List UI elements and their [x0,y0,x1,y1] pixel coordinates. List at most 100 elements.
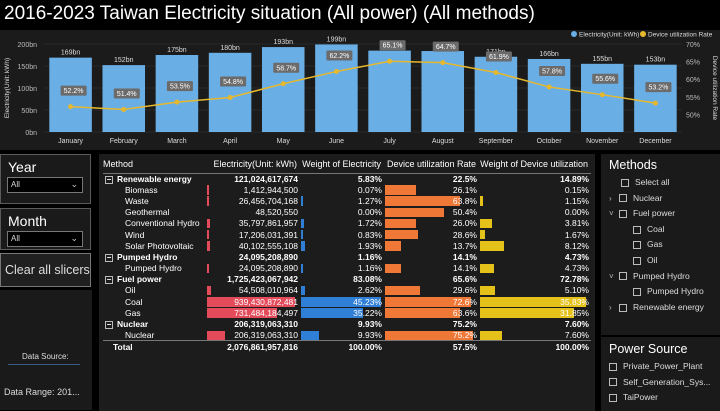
table-row[interactable]: Conventional Hydro 35,797,861,957 1.72% 26.… [103,218,591,229]
column-header[interactable]: Weight of Device utilization [479,156,591,174]
table-row[interactable]: Waste 26,456,704,168 1.27% 63.8% 1.15% [103,195,591,206]
table-cell: Total [103,340,206,352]
methods-item[interactable]: ˅ Pumped Hydro [609,271,690,281]
collapse-icon[interactable]: − [105,174,113,184]
table-cell: 35.83% [479,296,591,307]
table-cell: 65.6% [384,274,479,285]
bar-april [208,52,252,132]
methods-item[interactable]: ˅ Fuel power [609,208,675,218]
checkbox-icon[interactable] [609,393,617,402]
table-cell: − Fuel power [103,274,206,285]
chevron-down-icon[interactable]: ˅ [609,271,614,281]
methods-item[interactable]: Gas [633,239,663,249]
column-header[interactable]: Electricity(Unit: kWh) [206,156,300,174]
month-dropdown[interactable]: All ⌄ [7,231,83,247]
table-group-row[interactable]: − Renewable energy 121,024,617,674 5.83% 22.… [103,173,591,184]
checkbox-icon[interactable] [633,287,641,296]
table-cell: 206,319,063,310 [206,318,300,329]
clear-slicers-button[interactable]: Clear all slicers [0,253,91,287]
table-row[interactable]: Solar Photovoltaic 40,102,555,108 1.93% 13.… [103,240,591,251]
y-tick-label: 200bn [18,42,38,49]
table-row[interactable]: Oil 54,508,010,964 2.62% 29.6% 5.10% [103,285,591,296]
checkbox-icon[interactable] [621,178,629,187]
page-title: 2016-2023 Taiwan Electricity situation (… [4,3,535,24]
chevron-down-icon[interactable]: ˅ [609,209,614,219]
cell-value: 35,797,861,957 [238,218,298,229]
checkbox-icon[interactable] [619,303,627,312]
methods-item-label: Gas [647,239,663,250]
methods-item[interactable]: Coal [633,224,664,234]
table-cell: 14.1% [384,263,479,274]
cell-value: 5.83% [357,173,382,184]
checkbox-icon[interactable] [633,256,641,265]
methods-item[interactable]: Oil [633,255,657,265]
checkbox-icon[interactable] [633,241,641,250]
checkbox-icon[interactable] [619,209,627,218]
utilization-data-label: 53.2% [648,85,668,92]
data-bar [480,330,502,341]
cell-value: 17,206,031,391 [238,229,298,240]
chevron-right-icon[interactable]: › [609,303,612,313]
power-source-item[interactable]: Private_Power_Plant [609,361,702,371]
table-group-row[interactable]: − Pumped Hydro 24,095,208,890 1.16% 14.1% 4.7… [103,251,591,262]
table-group-row[interactable]: − Fuel power 1,725,423,067,942 83.08% 65.6% 7… [103,274,591,285]
methods-title: Methods [609,158,657,172]
chevron-down-icon: ⌄ [70,179,78,189]
checkbox-icon[interactable] [619,194,627,203]
year-dropdown[interactable]: All ⌄ [7,177,83,193]
table-cell: 9.93% [300,318,384,329]
utilization-label-box [60,85,87,96]
collapse-icon[interactable]: − [105,275,113,285]
power-source-item[interactable]: Self_Generation_Sys... [609,377,710,387]
cell-value: 1.27% [357,195,382,206]
bar-data-label: 193bn [274,39,294,46]
legend-marker-utilization [640,31,646,37]
table-row[interactable]: Biomass 1,412,944,500 0.07% 26.1% 0.15% [103,184,591,195]
methods-item[interactable]: Pumped Hydro [633,286,704,296]
table-cell: 1.15% [479,195,591,206]
cell-value: 28.6% [452,229,477,240]
table-total-row[interactable]: Total 2,076,861,957,816 100.00% 57.5% 100.00… [103,340,591,352]
row-label: Nuclear [117,319,149,330]
table-row[interactable]: Geothermal 48,520,550 0.00% 50.4% 0.00% [103,207,591,218]
data-bar [385,263,401,273]
bar-data-label: 166bn [539,51,559,58]
checkbox-icon[interactable] [609,378,617,387]
table-cell: − Pumped Hydro [103,251,206,262]
power-source-item[interactable]: TaiPower [609,392,658,402]
utilization-point [387,58,393,64]
utilization-point [599,92,605,98]
table-cell: 28.6% [384,229,479,240]
y-tick-label: 50bn [21,108,37,115]
cell-value: 121,024,617,674 [234,173,298,184]
cell-value: 2.62% [357,285,382,296]
methods-item[interactable]: Select all [621,177,670,187]
chevron-right-icon[interactable]: › [609,193,612,203]
table-row[interactable]: Pumped Hydro 24,095,208,890 1.16% 14.1% 4.73… [103,263,591,274]
table-row[interactable]: Nuclear 206,319,063,310 9.93% 75.2% 7.60% [103,330,591,341]
column-header[interactable]: Device utilization Rate [384,156,479,174]
cell-value: 5.10% [564,285,589,296]
table-row[interactable]: Coal 939,430,872,481 45.23% 72.6% 35.83% [103,296,591,307]
column-header[interactable]: Method [103,156,206,174]
table-row[interactable]: Gas 731,484,184,497 35.22% 63.6% 31.85% [103,307,591,318]
methods-item-label: Pumped Hydro [633,270,690,281]
methods-item[interactable]: › Renewable energy [609,302,704,312]
table-row[interactable]: Wind 17,206,031,391 0.83% 28.6% 1.67% [103,229,591,240]
data-bar [301,229,303,240]
methods-item[interactable]: › Nuclear [609,193,662,203]
collapse-icon[interactable]: − [105,319,113,329]
cell-value: 75.2% [452,319,477,330]
checkbox-icon[interactable] [609,362,617,371]
utilization-label-box [273,62,300,73]
table-cell: 0.00% [479,207,591,218]
collapse-icon[interactable]: − [105,252,113,262]
data-source-link[interactable] [8,364,80,365]
data-bar [207,229,209,240]
checkbox-icon[interactable] [633,225,641,234]
table-group-row[interactable]: − Nuclear 206,319,063,310 9.93% 75.2% 7.60% [103,318,591,329]
bar-march [155,55,199,132]
table-cell: 3.81% [479,218,591,229]
column-header[interactable]: Weight of Electricity [300,156,384,174]
checkbox-icon[interactable] [619,272,627,281]
